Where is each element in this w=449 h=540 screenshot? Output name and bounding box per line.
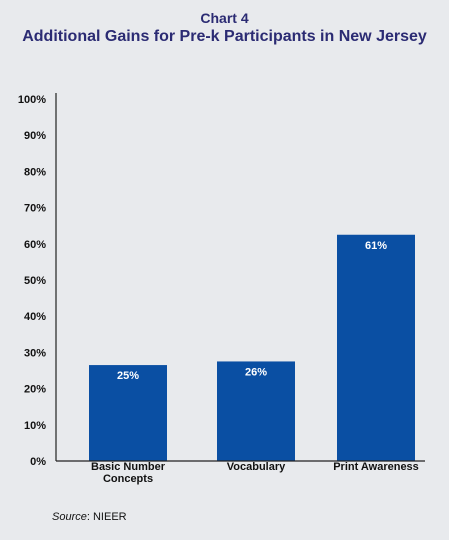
chart-number: Chart 4 — [200, 10, 249, 26]
y-axis-ticks: 0% 10% 20% 30% 40% 50% 60% 70% 80% 90% 100% — [18, 94, 46, 468]
bar — [217, 361, 295, 461]
source-note: Source: NIEER — [52, 511, 127, 523]
y-tick-label: 60% — [24, 239, 46, 251]
y-tick-label: 80% — [24, 166, 46, 178]
x-category-label: Concepts — [103, 473, 153, 485]
y-tick-label: 70% — [24, 203, 46, 215]
y-tick-label: 0% — [30, 456, 46, 468]
y-tick-label: 10% — [24, 420, 46, 432]
source-value: NIEER — [92, 511, 127, 523]
y-tick-label: 20% — [24, 384, 46, 396]
bar-data-label: 61% — [365, 240, 387, 252]
source-separator: : — [86, 511, 90, 523]
chart-title: Additional Gains for Pre-k Participants … — [22, 28, 427, 45]
x-category-label: Basic Number — [91, 461, 166, 473]
y-tick-label: 30% — [24, 347, 46, 359]
x-category-label: Vocabulary — [227, 461, 286, 473]
y-tick-label: 100% — [18, 94, 46, 106]
y-tick-label: 40% — [24, 311, 46, 323]
x-category-label: Print Awareness — [333, 461, 419, 473]
source-label: Source — [52, 511, 87, 523]
bar — [337, 234, 415, 461]
bar-data-label: 25% — [117, 370, 139, 382]
bars — [89, 234, 415, 461]
y-tick-label: 50% — [24, 275, 46, 287]
bar-data-label: 26% — [245, 366, 267, 378]
bar-data-labels: 25% 26% 61% — [117, 240, 387, 382]
bar — [89, 365, 167, 461]
y-tick-label: 90% — [24, 130, 46, 142]
